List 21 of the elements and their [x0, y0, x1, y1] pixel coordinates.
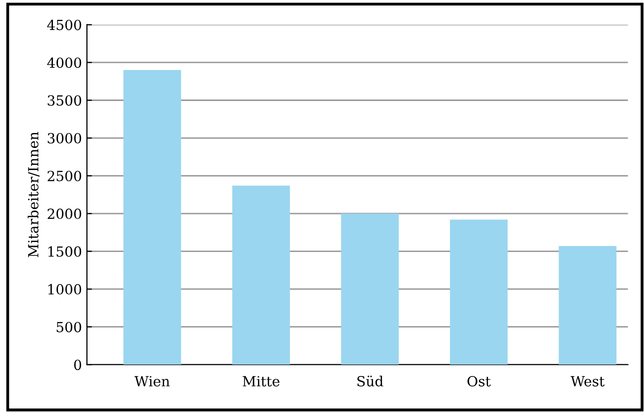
x-tick-label: Wien — [134, 376, 170, 386]
bar — [558, 246, 616, 365]
y-tick-label: 3000 — [48, 132, 82, 144]
y-tick-label: 1500 — [48, 246, 82, 257]
y-axis-title: Mitarbeiter/Innen — [28, 132, 40, 258]
x-tick-label: West — [570, 376, 605, 386]
y-tick-label: 500 — [56, 322, 82, 332]
y-tick-label: 4500 — [47, 20, 82, 30]
x-tick-label: Süd — [357, 376, 384, 386]
x-tick-label: Ost — [468, 376, 491, 386]
bar — [341, 214, 399, 365]
y-tick-label: 0 — [74, 360, 82, 370]
bar — [450, 220, 508, 365]
y-tick-label: 2000 — [48, 208, 82, 220]
y-tick-label: 3500 — [48, 95, 82, 106]
y-tick-label: 2500 — [48, 170, 82, 182]
bar — [232, 186, 290, 365]
y-tick-label: 1000 — [48, 284, 82, 295]
x-tick-label: Mitte — [242, 376, 280, 386]
y-tick-label: 4000 — [47, 57, 82, 68]
bar — [123, 70, 182, 365]
